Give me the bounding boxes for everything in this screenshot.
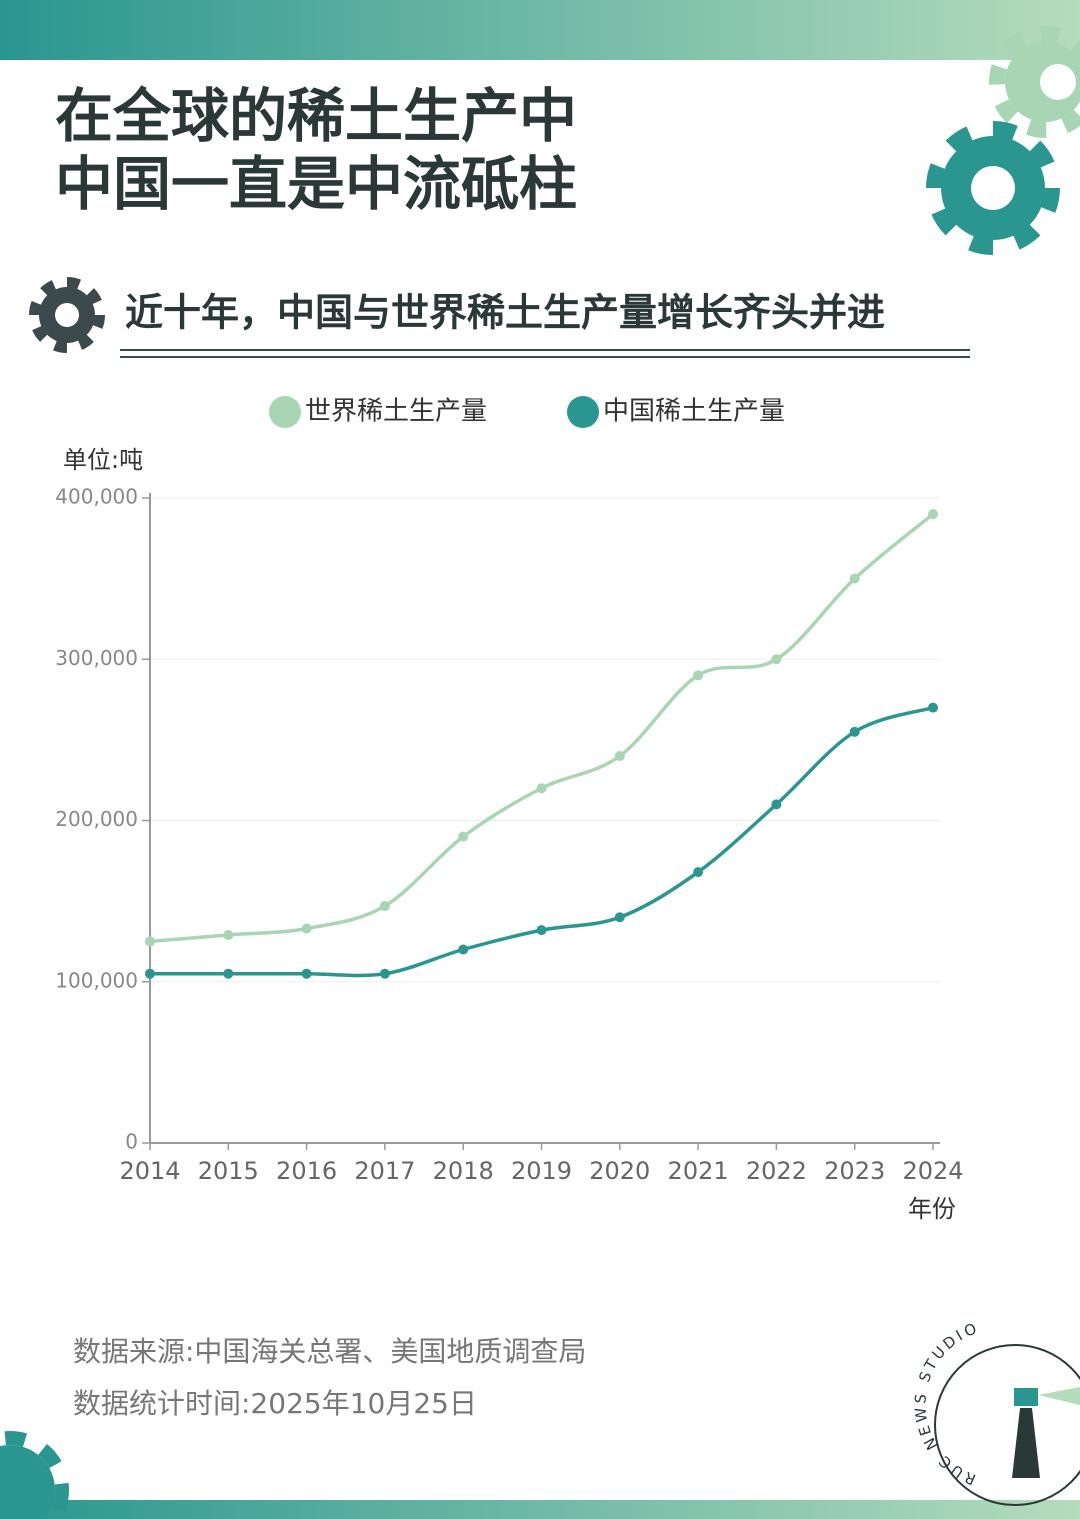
x-tick-label: 2014 <box>119 1157 180 1185</box>
data-point <box>301 923 312 934</box>
data-point <box>458 944 469 955</box>
x-tick-label: 2020 <box>589 1157 650 1185</box>
data-point <box>301 968 312 979</box>
gear-icon <box>29 277 105 353</box>
x-tick-label: 2015 <box>198 1157 259 1185</box>
series-line <box>150 705 934 978</box>
legend-label: 中国稀土生产量 <box>603 397 785 427</box>
data-point <box>928 509 938 520</box>
data-point <box>693 670 704 681</box>
logo: RUC NEWS STUDIO <box>911 1318 1080 1506</box>
gear-large <box>926 121 1060 255</box>
y-tick-label: 400,000 <box>55 485 138 509</box>
data-point <box>849 726 860 737</box>
x-tick-label: 2022 <box>746 1157 807 1185</box>
data-point <box>458 831 469 842</box>
data-point <box>145 936 155 947</box>
logo-text-path: RUC NEWS STUDIO <box>911 1318 979 1489</box>
x-tick-label: 2024 <box>902 1157 963 1185</box>
x-tick-label: 2021 <box>668 1157 729 1185</box>
title-line: 中国一直是中流砥柱 <box>55 150 577 218</box>
source: 数据来源:中国海关总署、美国地质调查局 <box>73 1335 586 1368</box>
legend-swatch <box>567 396 599 428</box>
date: 数据统计时间:2025年10月25日 <box>73 1387 477 1420</box>
data-point <box>379 968 390 979</box>
data-point <box>771 799 782 810</box>
data-point <box>223 929 234 940</box>
data-point <box>536 783 547 794</box>
legend-label: 世界稀土生产量 <box>305 397 487 427</box>
bottom-band <box>0 1500 1080 1519</box>
x-axis-label: 年份 <box>908 1195 956 1223</box>
x-tick-label: 2019 <box>511 1157 572 1185</box>
logo-text: RUC NEWS STUDIO <box>911 1318 983 1489</box>
y-tick-label: 200,000 <box>55 807 138 831</box>
data-point <box>614 751 625 761</box>
title-line: 在全球的稀土生产中 <box>55 82 577 150</box>
data-point <box>223 968 234 979</box>
data-point <box>614 912 625 923</box>
x-tick-label: 2023 <box>824 1157 885 1185</box>
y-unit: 单位:吨 <box>63 446 143 474</box>
data-point <box>536 925 547 936</box>
legend-swatch <box>269 396 301 428</box>
top-band <box>0 0 1080 60</box>
y-tick-label: 300,000 <box>55 646 138 670</box>
x-tick-label: 2017 <box>354 1157 415 1185</box>
gear-small <box>989 26 1080 138</box>
gear-bottom <box>0 1431 69 1519</box>
data-point <box>849 573 860 584</box>
data-point <box>379 900 390 911</box>
data-point <box>145 968 155 979</box>
data-point <box>693 867 704 878</box>
x-tick-label: 2018 <box>433 1157 494 1185</box>
data-point <box>928 702 938 713</box>
y-tick-label: 0 <box>125 1130 138 1154</box>
y-tick-label: 100,000 <box>55 968 138 992</box>
series-line <box>149 512 935 944</box>
data-point <box>771 654 782 665</box>
x-tick-label: 2016 <box>276 1157 337 1185</box>
chart-title: 近十年，中国与世界稀土生产量增长齐头并进 <box>125 291 885 335</box>
